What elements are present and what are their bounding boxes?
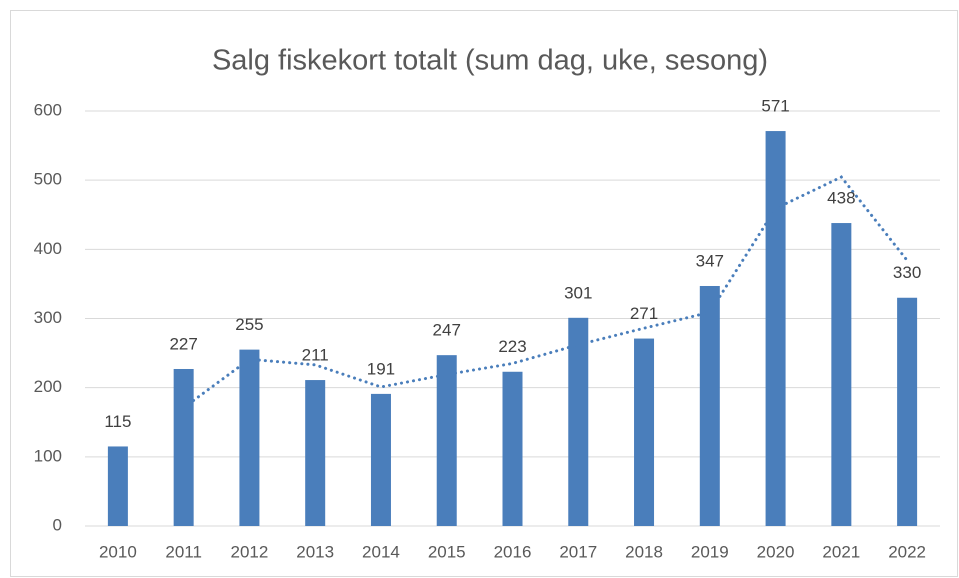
bar — [502, 371, 523, 526]
data-label: 255 — [235, 315, 263, 334]
bar — [765, 131, 786, 526]
bar — [305, 380, 326, 526]
trendline — [182, 175, 909, 410]
data-label: 438 — [827, 189, 855, 208]
x-tick-label: 2012 — [231, 542, 269, 561]
x-tick-label: 2010 — [99, 542, 137, 561]
bar — [239, 349, 260, 526]
x-tick-label: 2022 — [888, 542, 926, 561]
bar — [173, 368, 194, 526]
bar — [897, 297, 918, 526]
x-tick-label: 2021 — [822, 542, 860, 561]
data-label: 301 — [564, 283, 592, 302]
bar — [634, 338, 655, 526]
data-label: 211 — [302, 346, 329, 365]
y-tick-label: 100 — [34, 446, 62, 465]
bar — [699, 285, 720, 526]
x-tick-label: 2011 — [165, 542, 202, 561]
y-tick-label: 400 — [34, 239, 62, 258]
y-tick-label: 0 — [53, 515, 62, 534]
y-tick-label: 600 — [34, 100, 62, 119]
bar — [436, 355, 457, 526]
x-tick-label: 2013 — [296, 542, 334, 561]
data-label: 571 — [761, 97, 789, 116]
x-tick-label: 2020 — [757, 542, 795, 561]
x-tick-label: 2016 — [494, 542, 532, 561]
data-label: 223 — [498, 337, 526, 356]
bar — [370, 393, 391, 526]
bar — [107, 446, 128, 526]
data-label: 271 — [630, 304, 658, 323]
chart-border — [10, 10, 958, 577]
y-tick-label: 200 — [34, 377, 62, 396]
chart-title: Salg fiskekort totalt (sum dag, uke, ses… — [212, 45, 768, 77]
x-tick-label: 2018 — [625, 542, 663, 561]
data-label: 191 — [367, 359, 395, 378]
data-label: 227 — [169, 334, 197, 353]
bar — [568, 317, 589, 526]
x-tick-label: 2019 — [691, 542, 729, 561]
data-label: 347 — [696, 251, 724, 270]
x-tick-label: 2015 — [428, 542, 466, 561]
data-label: 115 — [104, 412, 131, 431]
x-tick-label: 2017 — [559, 542, 597, 561]
bar — [831, 223, 852, 527]
data-label: 330 — [893, 263, 921, 282]
y-tick-label: 300 — [34, 308, 62, 327]
data-label: 247 — [433, 321, 461, 340]
x-tick-label: 2014 — [362, 542, 400, 561]
y-tick-label: 500 — [34, 170, 62, 189]
